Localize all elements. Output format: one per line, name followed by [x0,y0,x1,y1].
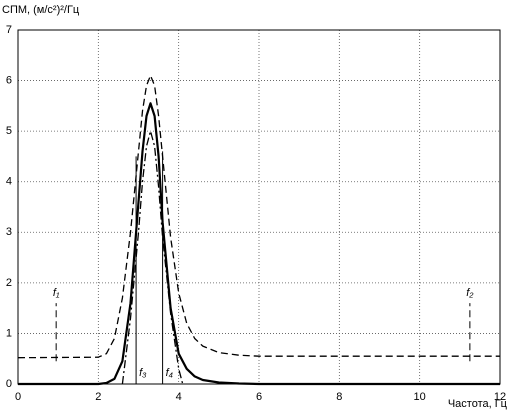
marker-label: f₄ [166,367,173,379]
x-tick-label: 0 [15,391,21,403]
marker-label: f₁ [53,287,60,299]
y-tick-label: 5 [6,125,12,137]
marker-label: f₂ [466,287,474,299]
series-line [17,74,500,359]
series-line [121,130,184,385]
x-axis-label: Частота, Гц [448,398,508,410]
y-tick-label: 4 [6,176,12,188]
series-line [18,102,500,386]
x-tick-label: 12 [494,391,506,403]
y-tick-label: 7 [6,24,12,36]
x-tick-label: 8 [336,391,342,403]
marker-label: f₃ [139,367,147,379]
y-tick-label: 3 [6,226,12,238]
x-tick-label: 2 [95,391,101,403]
y-tick-label: 2 [6,277,12,289]
x-tick-label: 4 [176,391,182,403]
y-tick-label: 6 [6,74,12,86]
x-tick-label: 6 [256,391,262,403]
x-tick-label: 10 [414,391,426,403]
y-tick-label: 1 [6,327,12,339]
y-tick-label: 0 [6,378,12,390]
y-axis-label: СПМ, (м/с²)²/Гц [2,4,80,16]
